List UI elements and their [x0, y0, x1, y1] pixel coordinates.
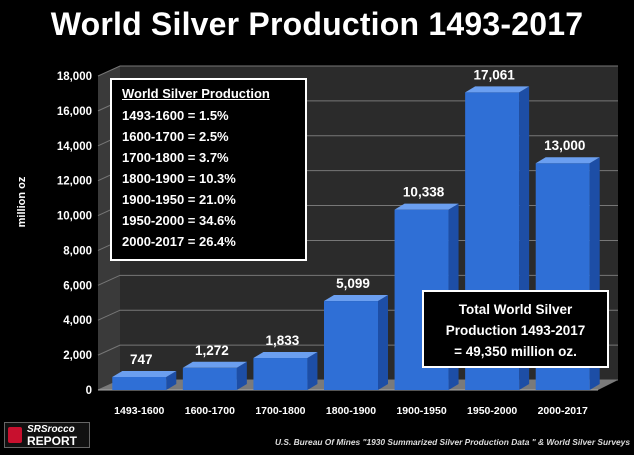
- y-tick-label: 14,000: [57, 141, 92, 153]
- data-label: 1,272: [195, 343, 229, 358]
- total-line-2: Production 1493-2017: [445, 323, 586, 338]
- logo-line-1: SRSrocco: [27, 424, 75, 435]
- logo-line-2: REPORT: [27, 434, 78, 448]
- x-tick-label: 2000-2017: [538, 405, 588, 417]
- bar-top: [324, 295, 388, 302]
- bar-side: [378, 295, 388, 390]
- bar-top: [465, 86, 530, 93]
- total-line-1: Total World Silver: [458, 302, 573, 317]
- bar-side: [166, 370, 177, 390]
- bar-top: [394, 203, 459, 210]
- production-share-row: 1600-1700 = 2.5%: [122, 129, 229, 144]
- production-share-box: World Silver Production 1493-1600 = 1.5%…: [110, 78, 307, 261]
- data-label: 1,833: [266, 333, 300, 348]
- production-share-row: 1950-2000 = 34.6%: [122, 213, 236, 228]
- bar: [324, 301, 378, 390]
- bar-side: [236, 361, 247, 390]
- y-tick-label: 16,000: [57, 106, 92, 118]
- data-label: 747: [130, 352, 153, 367]
- bar-top: [253, 352, 318, 359]
- srsrocco-logo: SRSrocco REPORT: [4, 422, 90, 448]
- y-tick-label: 2,000: [63, 350, 92, 362]
- total-line-3: = 49,350 million oz.: [454, 344, 577, 359]
- x-tick-label: 1950-2000: [467, 405, 517, 417]
- bar-side: [307, 352, 318, 390]
- data-label: 5,099: [336, 276, 370, 291]
- chart-title: World Silver Production 1493-2017: [50, 6, 584, 42]
- production-share-row: 1493-1600 = 1.5%: [122, 108, 229, 123]
- gridline: [97, 65, 618, 77]
- x-tick-label: 1700-1800: [255, 405, 305, 417]
- bar: [112, 376, 167, 390]
- bar: [182, 367, 237, 390]
- x-tick-label: 1600-1700: [185, 405, 235, 417]
- y-tick-label: 4,000: [63, 315, 92, 327]
- y-tick-label: 8,000: [63, 245, 92, 257]
- production-share-row: 1800-1900 = 10.3%: [122, 171, 236, 186]
- y-tick-label: 12,000: [57, 176, 92, 188]
- x-tick-label: 1800-1900: [326, 405, 376, 417]
- bar-top: [535, 157, 600, 164]
- x-tick-label: 1900-1950: [396, 405, 446, 417]
- data-label: 17,061: [473, 67, 515, 82]
- logo-mark-icon: [8, 427, 22, 443]
- production-share-row: 1700-1800 = 3.7%: [122, 150, 229, 165]
- production-share-row: 2000-2017 = 26.4%: [122, 234, 236, 249]
- bar-top: [182, 361, 247, 368]
- production-share-row: 1900-1950 = 21.0%: [122, 192, 236, 207]
- source-note: U.S. Bureau Of Mines "1930 Summarized Si…: [275, 437, 630, 447]
- y-tick-label: 18,000: [57, 71, 92, 83]
- data-label: 13,000: [544, 138, 585, 153]
- production-share-header: World Silver Production: [122, 86, 270, 101]
- data-label: 10,338: [403, 185, 445, 200]
- y-tick-label: 10,000: [57, 211, 92, 223]
- y-axis-label: million oz: [16, 176, 28, 228]
- y-tick-label: 0: [86, 385, 92, 397]
- total-production-box: Total World Silver Production 1493-2017 …: [422, 290, 609, 368]
- bar-top: [112, 370, 177, 377]
- bar: [253, 358, 308, 390]
- x-tick-label: 1493-1600: [114, 405, 164, 417]
- y-tick-label: 6,000: [63, 280, 92, 292]
